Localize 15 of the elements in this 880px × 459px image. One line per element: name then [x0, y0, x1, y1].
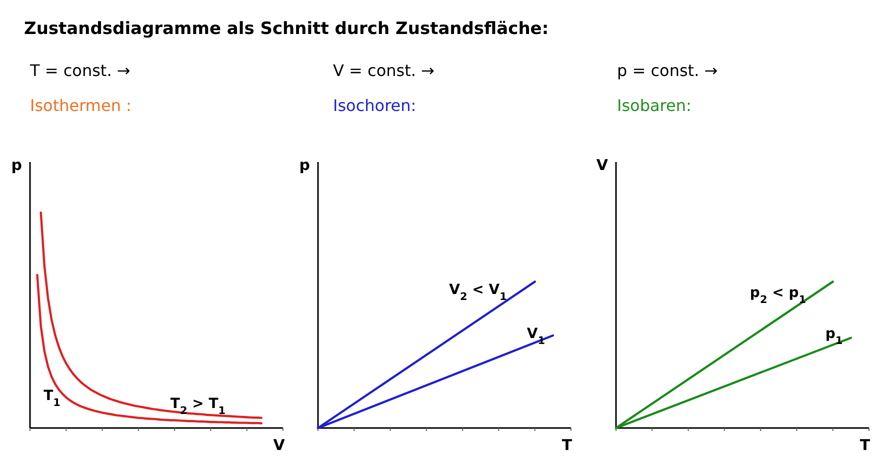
annotation: V$_{2}$ < V$_{1}$: [449, 282, 507, 303]
chart-title: p = const. →: [617, 61, 718, 80]
x-axis-title: T: [860, 436, 871, 454]
y-axis-title: V: [596, 156, 608, 174]
text: Zustandsdiagramme als Schnitt durch Zustandsfläche:: [24, 19, 549, 39]
y-axis-title: p: [299, 156, 310, 174]
chart-subtitle: Isobaren:: [617, 96, 692, 115]
chart-title: T = const. →: [29, 61, 130, 80]
chart-subtitle: Isothermen :: [30, 96, 132, 115]
x-axis-title: T: [562, 436, 573, 454]
y-axis-title: p: [11, 156, 22, 174]
annotation: T$_{1}$: [44, 388, 60, 409]
chart-title: V = const. →: [333, 61, 434, 80]
x-axis-title: V: [273, 436, 286, 454]
chart-subtitle: Isochoren:: [333, 96, 416, 115]
